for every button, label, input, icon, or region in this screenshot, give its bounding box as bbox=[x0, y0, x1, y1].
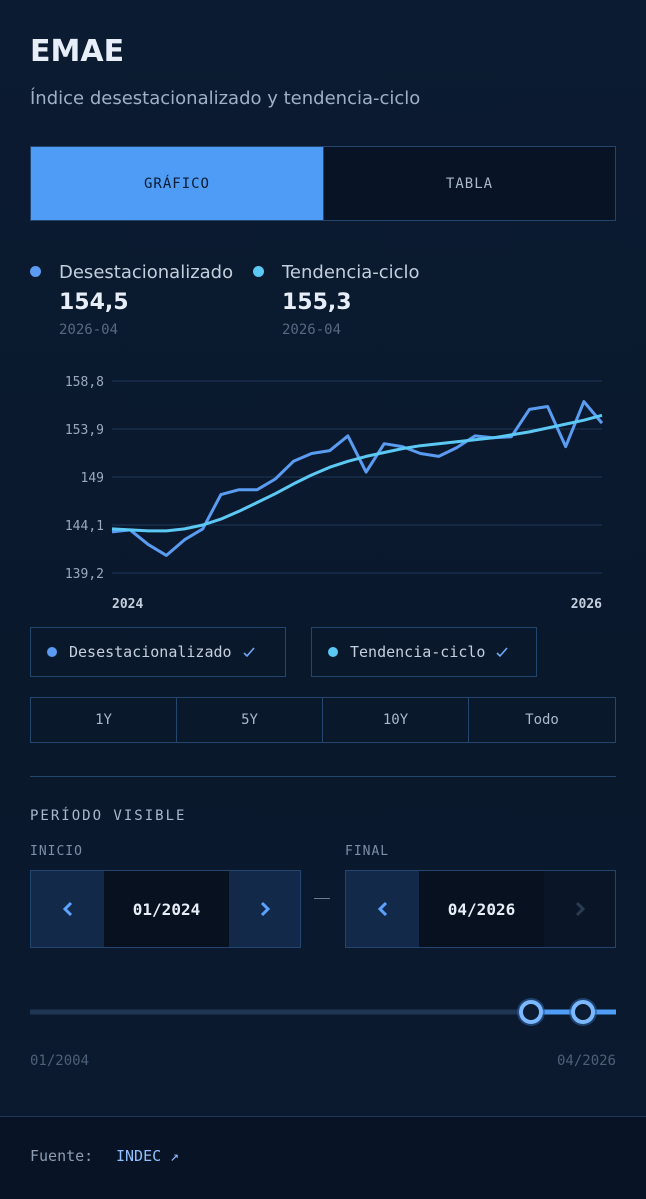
chart: 139,2 144,1 149 153,9 158,8 2024 2026 bbox=[65, 375, 604, 612]
y-tick-label: 139,2 bbox=[65, 567, 104, 582]
legend-dot bbox=[253, 266, 264, 277]
toggle-dot bbox=[328, 647, 338, 657]
latest-value: 154,5 bbox=[59, 290, 129, 315]
chevron-right bbox=[260, 901, 270, 917]
field-label: INICIO bbox=[30, 844, 83, 859]
prev-button[interactable] bbox=[31, 871, 104, 947]
toggle-dot bbox=[47, 647, 57, 657]
y-tick-label: 144,1 bbox=[65, 519, 104, 534]
range-slider[interactable] bbox=[0, 990, 646, 1035]
slider-min: 01/2004 bbox=[30, 1053, 90, 1069]
x-tick-label: 2026 bbox=[571, 597, 602, 612]
check-icon bbox=[496, 647, 509, 658]
date-value: 01/2024 bbox=[104, 871, 229, 947]
date-stepper: 01/2024 bbox=[30, 870, 301, 948]
slider-thumb[interactable] bbox=[519, 1000, 543, 1024]
y-tick-label: 149 bbox=[81, 471, 104, 486]
legend-name: Desestacionalizado bbox=[59, 262, 234, 283]
y-tick-label: 158,8 bbox=[65, 375, 104, 390]
next-button[interactable] bbox=[229, 871, 300, 947]
divider bbox=[30, 776, 616, 777]
toggle-label: Tendencia-ciclo bbox=[350, 643, 486, 661]
title: EMAE bbox=[30, 34, 125, 69]
series-line bbox=[111, 413, 603, 533]
date-stepper: 04/2026 bbox=[345, 870, 616, 948]
field-label: FINAL bbox=[345, 844, 390, 859]
subtitle: Índice desestacionalizado y tendencia-ci… bbox=[30, 88, 421, 109]
chevron-right bbox=[575, 901, 585, 917]
next-button[interactable] bbox=[544, 871, 615, 947]
latest-date: 2026-04 bbox=[59, 322, 119, 338]
prev-button[interactable] bbox=[346, 871, 419, 947]
range-button[interactable]: 1Y bbox=[30, 697, 177, 743]
range-button[interactable]: 5Y bbox=[176, 697, 323, 743]
slider-thumb[interactable] bbox=[571, 1000, 595, 1024]
chevron-left bbox=[377, 901, 387, 917]
range-button[interactable]: Todo bbox=[468, 697, 616, 743]
source-link[interactable]: INDEC ↗ bbox=[116, 1147, 180, 1165]
range-button[interactable]: 10Y bbox=[322, 697, 469, 743]
tab-active[interactable]: GRÁFICO bbox=[30, 146, 324, 221]
latest-value: 155,3 bbox=[282, 290, 352, 315]
source-label: Fuente: bbox=[30, 1147, 94, 1165]
legend-dot bbox=[30, 266, 41, 277]
footer: Fuente: INDEC ↗ bbox=[0, 1116, 646, 1199]
latest-date: 2026-04 bbox=[282, 322, 342, 338]
chevron-left bbox=[62, 901, 72, 917]
tab[interactable]: TABLA bbox=[323, 146, 616, 221]
y-tick-label: 153,9 bbox=[65, 423, 104, 438]
x-tick-label: 2024 bbox=[112, 597, 143, 612]
legend-name: Tendencia-ciclo bbox=[282, 262, 420, 283]
series-toggle[interactable]: Desestacionalizado bbox=[30, 627, 286, 677]
toggle-label: Desestacionalizado bbox=[69, 643, 232, 661]
range-dash bbox=[314, 898, 330, 899]
check-icon bbox=[242, 647, 255, 658]
slider-max: 04/2026 bbox=[556, 1053, 616, 1069]
section-title: PERÍODO VISIBLE bbox=[30, 808, 187, 824]
date-value: 04/2026 bbox=[419, 871, 544, 947]
series-toggle[interactable]: Tendencia-ciclo bbox=[311, 627, 537, 677]
series-line bbox=[111, 400, 604, 557]
